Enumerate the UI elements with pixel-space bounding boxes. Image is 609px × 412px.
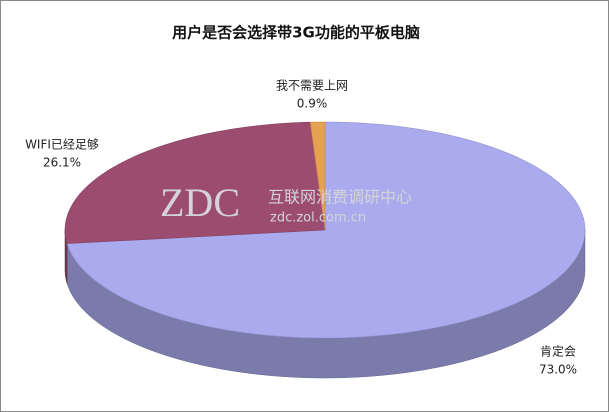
labels: 肯定会 73.0% WIFI已经足够 26.1% 我不需要上网 0.9% — [25, 79, 577, 377]
slice-label: WIFI已经足够 — [25, 138, 99, 152]
watermark-text: 互联网消费调研中心 — [268, 188, 412, 207]
slice — [66, 121, 586, 339]
slice-label: 我不需要上网 — [276, 79, 348, 93]
slice-label: 肯定会 — [540, 344, 576, 359]
pie — [64, 121, 586, 379]
slice — [64, 121, 326, 244]
watermark: ZDC 互联网消费调研中心 zdc.zol.com.cn — [160, 180, 412, 225]
slice-value-label: 0.9% — [297, 97, 328, 111]
watermark-url: zdc.zol.com.cn — [270, 211, 366, 226]
slice — [309, 121, 326, 231]
slice-value-label: 26.1% — [43, 156, 81, 170]
chart-title: 用户是否会选择带3G功能的平板电脑 — [172, 24, 420, 42]
watermark-logo: ZDC — [160, 180, 240, 225]
slice-value-label: 73.0% — [539, 363, 577, 377]
